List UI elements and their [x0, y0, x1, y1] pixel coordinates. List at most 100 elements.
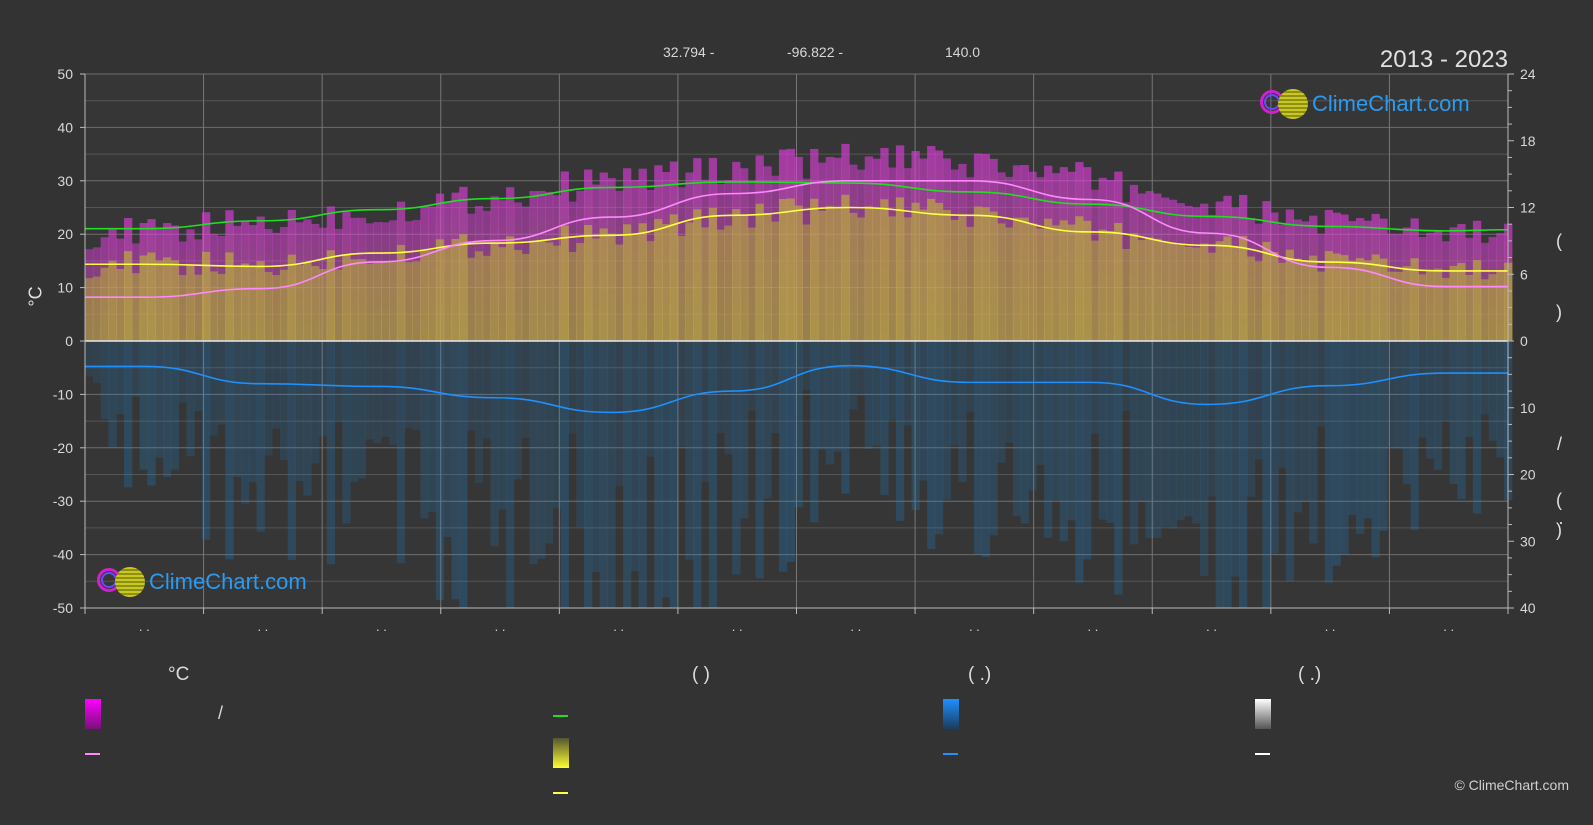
temp-range-bar — [412, 219, 421, 341]
sunshine-bar — [420, 249, 429, 341]
sunshine-bar — [623, 224, 632, 341]
precip-bar — [888, 341, 897, 420]
sunshine-bar — [1145, 237, 1154, 341]
temp-range-bar — [576, 190, 585, 341]
sunshine-bar — [1051, 225, 1061, 341]
precip-bar — [1200, 341, 1209, 577]
precip-bar — [264, 341, 273, 456]
sunshine-bar — [1098, 229, 1107, 341]
right-tick-label: 0 — [1520, 333, 1528, 349]
climechart-logo-icon — [1258, 87, 1308, 121]
sunshine-bar — [615, 244, 624, 341]
sunshine-bar — [1028, 223, 1037, 341]
month-label: . . — [850, 619, 861, 634]
sunshine-bar — [342, 254, 351, 341]
sunshine-bar — [817, 210, 827, 341]
sunshine-bar — [1262, 241, 1271, 341]
sunshine-bar — [85, 278, 94, 341]
temp-range-bar — [131, 243, 141, 341]
precip-bar — [1106, 341, 1115, 523]
right-tick-label: 18 — [1520, 133, 1536, 149]
precip-bar — [958, 341, 967, 483]
sunshine-bar — [194, 274, 203, 341]
precip-bar — [474, 341, 484, 483]
legend-swatch-sunshine — [553, 738, 569, 768]
precip-bar — [1028, 341, 1037, 491]
sunshine-bar — [677, 235, 686, 341]
sunshine-bar — [1496, 271, 1505, 341]
precip-bar — [162, 341, 172, 478]
logo-bottom[interactable]: ClimeChart.com — [95, 565, 307, 599]
precip-bar — [287, 341, 297, 561]
temp-range-bar — [1394, 234, 1404, 341]
precip-bar — [1098, 341, 1107, 520]
sunshine-bar — [326, 250, 336, 341]
sunshine-bar — [1192, 247, 1201, 341]
sunshine-bar — [404, 262, 413, 341]
precip-bar — [100, 341, 109, 420]
sunshine-bar — [1433, 268, 1443, 341]
precip-bar — [1114, 341, 1123, 595]
temp-range-bar — [404, 221, 413, 341]
precip-bar — [560, 341, 569, 608]
period-label: 2013 - 2023 — [1379, 46, 1508, 73]
precip-bar — [1496, 341, 1505, 458]
sunshine-bar — [209, 271, 219, 341]
sunshine-bar — [1005, 227, 1014, 341]
sunshine-bar — [942, 210, 951, 341]
temp-range-bar — [209, 233, 219, 341]
elevation-label: 140.0 — [945, 44, 981, 60]
precip-bar — [1457, 341, 1466, 500]
sunshine-bar — [233, 266, 242, 341]
month-label: . . — [139, 619, 150, 634]
precip-bar — [1137, 341, 1146, 503]
month-label: . . — [495, 619, 506, 634]
precip-bar — [880, 341, 889, 495]
sunshine-bar — [264, 272, 273, 341]
sunshine-bar — [1176, 245, 1185, 341]
precip-bar — [661, 341, 671, 598]
sunshine-bar — [810, 198, 819, 341]
sunshine-bar — [1114, 222, 1123, 341]
temp-range-bar — [116, 238, 125, 341]
temp-range-bar — [716, 183, 725, 341]
precip-bar — [116, 341, 125, 415]
precip-bar — [1301, 341, 1310, 502]
sunshine-bar — [966, 226, 975, 341]
precip-bar — [326, 341, 336, 565]
precip-bar — [942, 341, 951, 500]
precip-bar — [591, 341, 601, 572]
logo-top[interactable]: ClimeChart.com — [1258, 87, 1470, 121]
precip-bar — [607, 341, 616, 608]
precip-bar — [1184, 341, 1193, 517]
precip-bar — [1355, 341, 1365, 534]
sunshine-bar — [131, 273, 141, 341]
sunshine-bar — [1161, 241, 1170, 341]
sunshine-bar — [373, 262, 382, 341]
sunshine-bar — [389, 260, 398, 341]
precip-bar — [1387, 341, 1396, 449]
precip-bar — [459, 341, 468, 608]
precip-bar — [755, 341, 764, 579]
precip-bar — [1441, 341, 1451, 422]
precip-bar — [194, 341, 203, 411]
sunshine-bar — [279, 269, 289, 341]
sunshine-bar — [1348, 260, 1357, 341]
precip-bar — [584, 341, 593, 608]
precip-bar — [1153, 341, 1162, 539]
sunshine-bar — [771, 221, 780, 341]
sunshine-bar — [1238, 236, 1248, 341]
precip-bar — [1348, 341, 1357, 516]
precip-bar — [404, 341, 413, 428]
sunshine-bar — [786, 198, 796, 341]
precip-bar — [552, 341, 562, 508]
sunshine-bar — [1387, 271, 1396, 341]
precip-bar — [217, 341, 226, 425]
sunshine-bar — [1215, 241, 1224, 341]
sunshine-bar — [1012, 217, 1022, 341]
precip-bar — [1129, 341, 1139, 545]
right-axis-mark: ) — [1556, 520, 1562, 540]
precip-bar — [623, 341, 632, 608]
sunshine-bar — [1402, 266, 1412, 341]
latitude-label: 32.794 - — [663, 44, 715, 60]
